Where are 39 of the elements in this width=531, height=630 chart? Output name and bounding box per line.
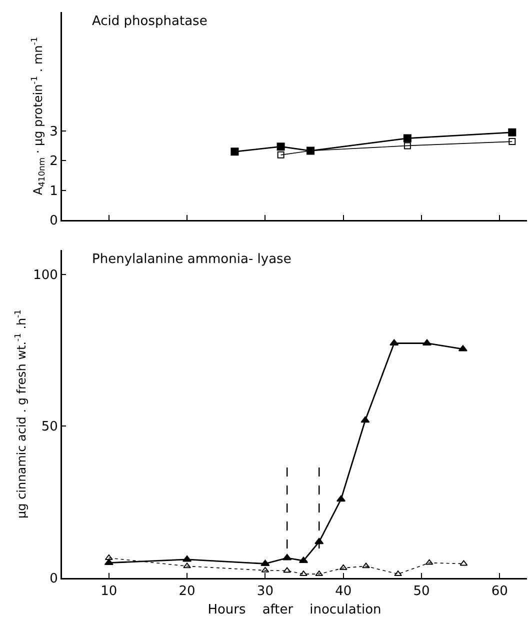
point bbox=[404, 142, 411, 150]
point bbox=[360, 416, 370, 423]
point bbox=[403, 134, 412, 142]
y-tick-label: 50 bbox=[41, 420, 58, 435]
y-tick-label: 0 bbox=[50, 214, 58, 229]
y-tick-label: 0 bbox=[50, 572, 58, 587]
point bbox=[362, 562, 370, 568]
x-tick-label: 10 bbox=[100, 584, 118, 600]
point bbox=[339, 564, 348, 570]
point bbox=[261, 566, 270, 572]
point bbox=[230, 148, 239, 156]
x-tick-label: 40 bbox=[335, 584, 352, 600]
point bbox=[425, 559, 434, 565]
point bbox=[300, 570, 308, 576]
point bbox=[183, 562, 191, 568]
chart-title: Acid phosphatase bbox=[92, 14, 208, 29]
point bbox=[336, 495, 346, 502]
point bbox=[394, 570, 402, 576]
point bbox=[182, 555, 192, 562]
x-tick-label: 60 bbox=[491, 584, 508, 600]
point bbox=[508, 138, 516, 146]
point bbox=[277, 151, 284, 158]
point bbox=[104, 554, 113, 560]
x-tick-label: 30 bbox=[256, 584, 274, 600]
x-tick-label: 20 bbox=[178, 584, 196, 600]
point bbox=[283, 567, 292, 573]
x-tick-label: 50 bbox=[413, 584, 430, 600]
y-tick-label: 100 bbox=[33, 268, 58, 283]
point bbox=[276, 142, 285, 151]
point bbox=[104, 558, 114, 566]
y-tick-label: 1 bbox=[50, 184, 58, 199]
point bbox=[508, 128, 516, 136]
point bbox=[282, 554, 292, 560]
chart-title: Phenylalanine ammonia- lyase bbox=[92, 252, 292, 267]
y-tick-label: 2 bbox=[50, 154, 58, 170]
point bbox=[460, 560, 468, 566]
point bbox=[315, 570, 324, 576]
x-axis-title: Hours after inoculation bbox=[208, 602, 382, 618]
y-tick-label: 3 bbox=[50, 124, 58, 140]
